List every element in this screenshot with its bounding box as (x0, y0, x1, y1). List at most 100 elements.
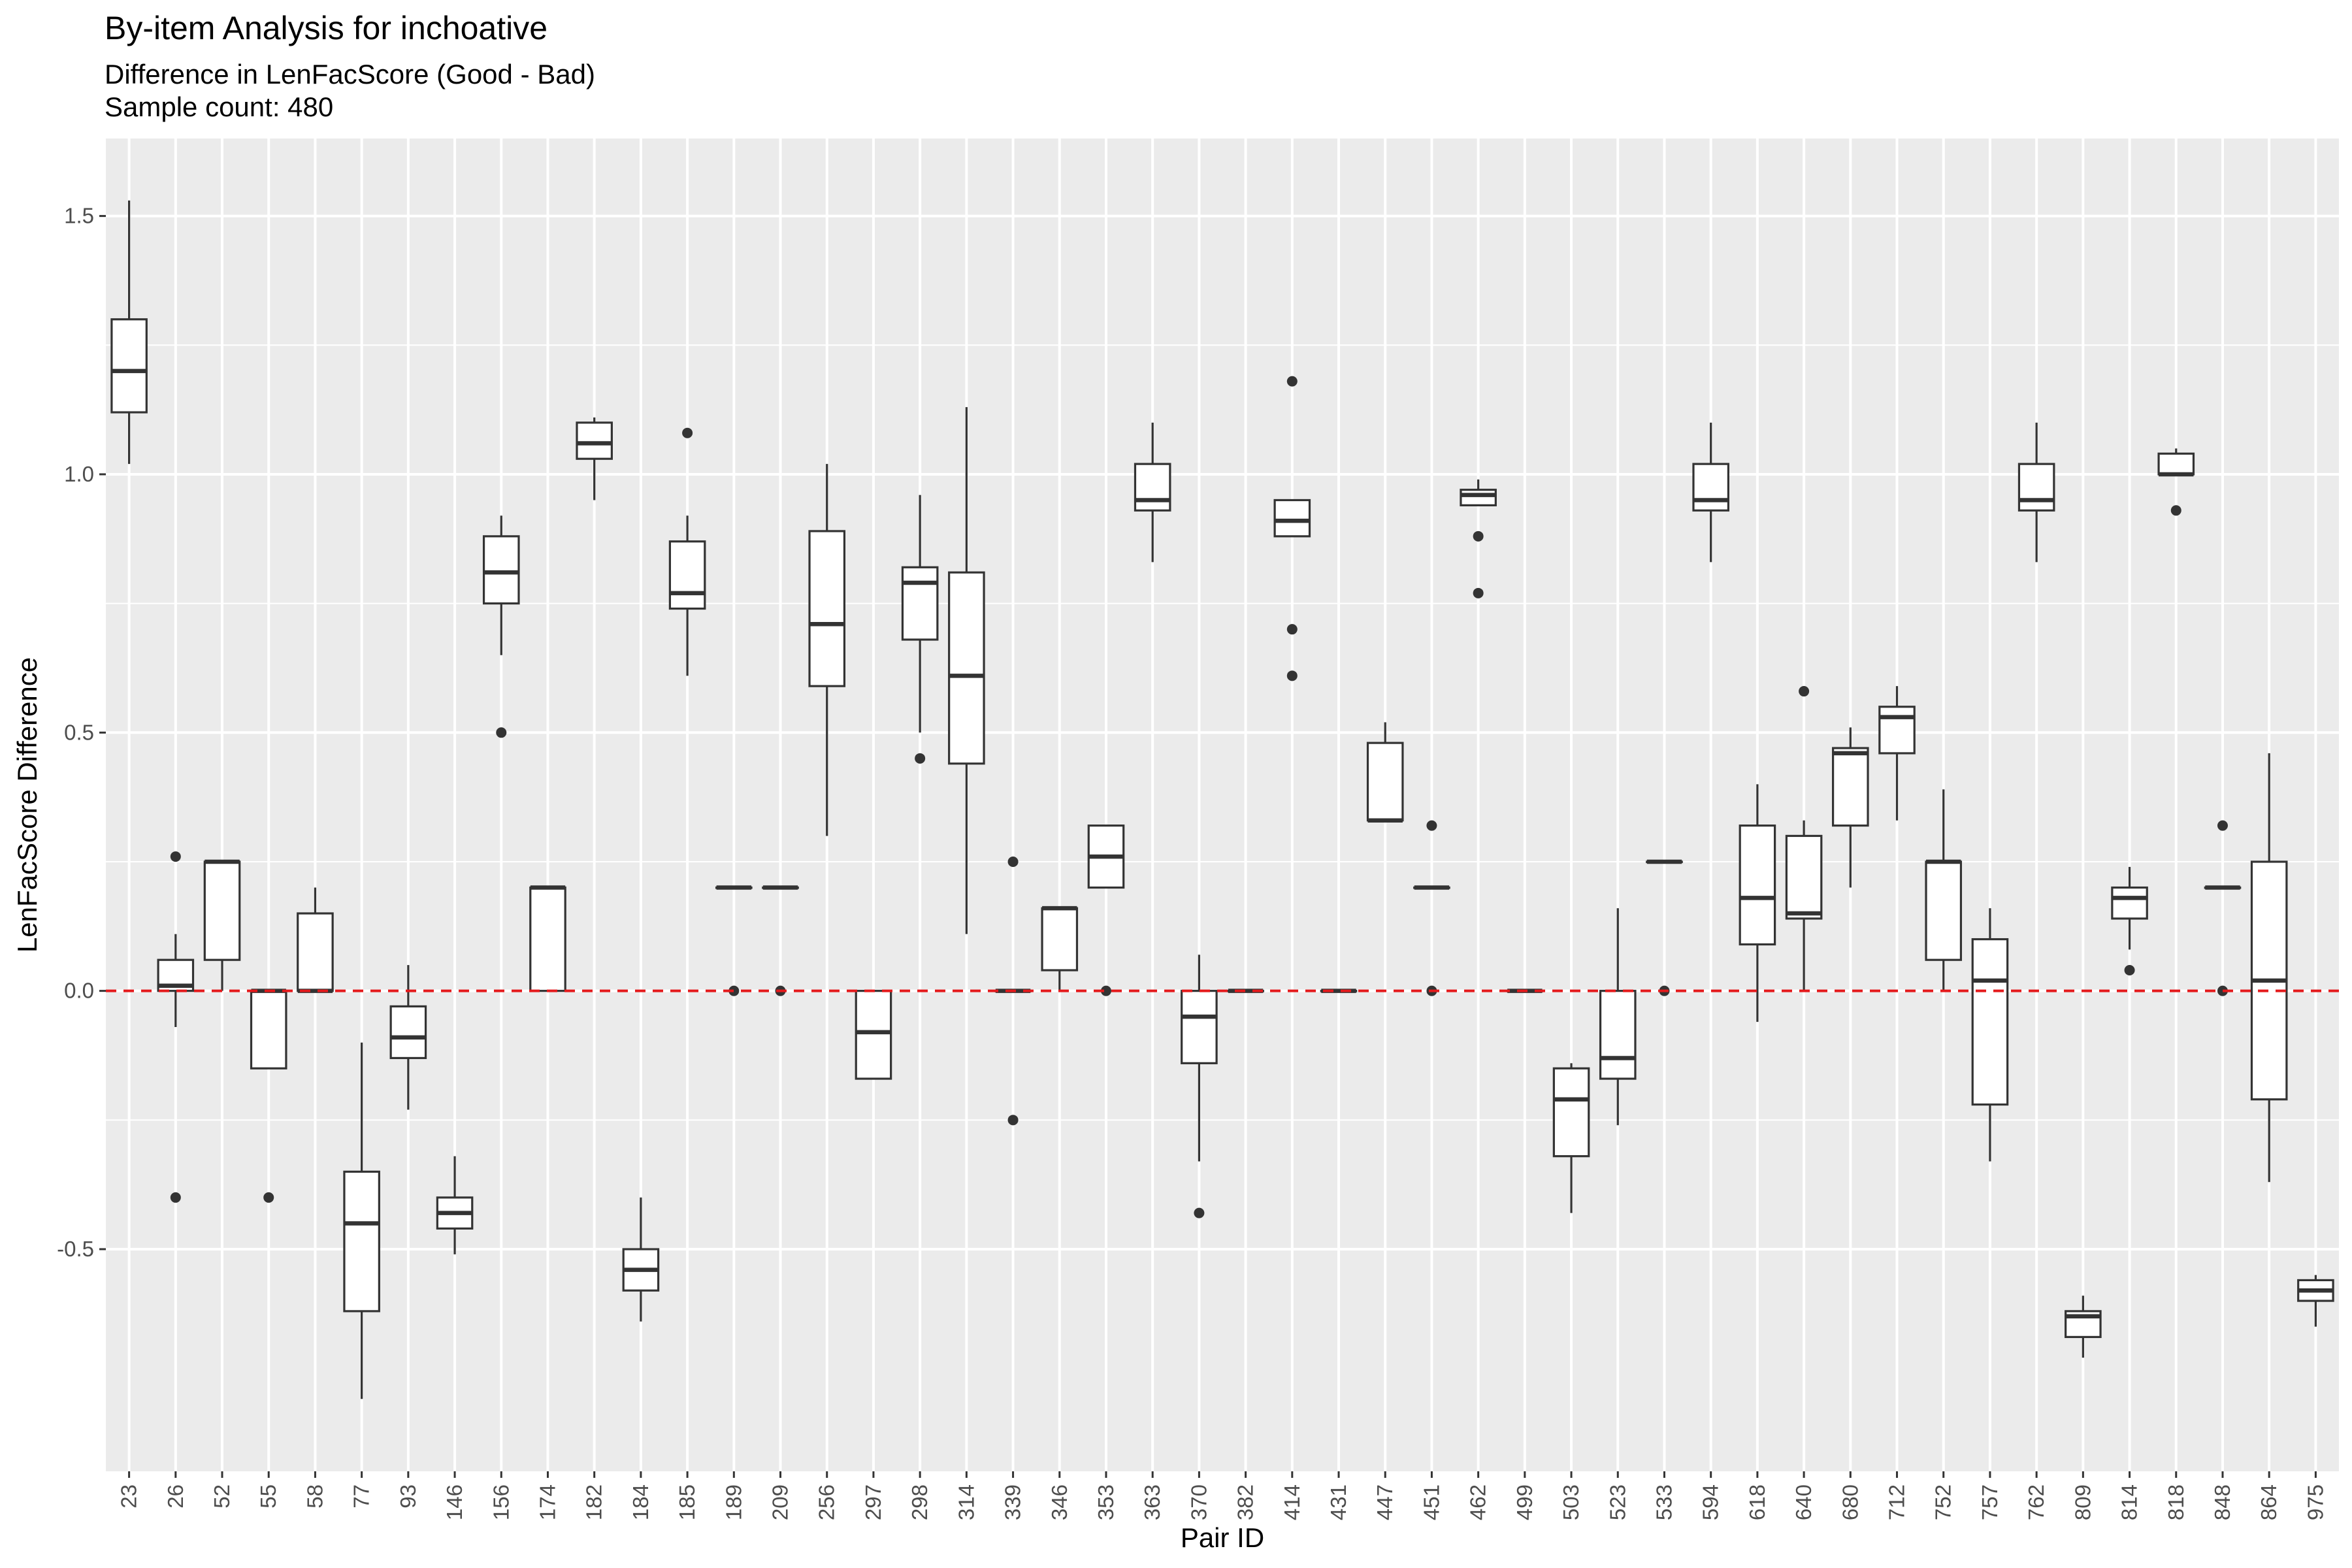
x-tick-label: 680 (1838, 1484, 1862, 1520)
box-iqr (343, 1170, 380, 1313)
box-iqr (1041, 907, 1079, 972)
boxplot-757 (1971, 908, 2009, 1162)
x-tick-label: 382 (1233, 1484, 1258, 1520)
box-iqr (1971, 938, 2009, 1106)
boxplot-451 (1413, 820, 1450, 996)
outlier-point (1473, 587, 1484, 598)
boxplot-23 (110, 200, 148, 465)
x-tick-label: 363 (1140, 1484, 1164, 1520)
outlier-point (496, 727, 507, 738)
y-tick-label: 1.0 (64, 462, 94, 486)
box-iqr (2157, 452, 2195, 476)
y-tick-label: 0.5 (64, 720, 94, 744)
boxplot-26 (157, 851, 195, 1203)
outlier-point (1799, 686, 1810, 697)
boxplots (110, 200, 2334, 1399)
boxplot-618 (1739, 784, 1776, 1022)
boxplot-864 (2250, 753, 2288, 1183)
x-tick-label: 353 (1094, 1484, 1118, 1520)
boxplot-93 (389, 965, 427, 1110)
x-tick-label: 618 (1745, 1484, 1769, 1520)
box-iqr (1692, 463, 1729, 512)
box-iqr (901, 566, 939, 641)
outlier-point (682, 427, 693, 438)
x-tick-label: 640 (1791, 1484, 1816, 1520)
boxplot-156 (482, 515, 520, 738)
y-axis: -0.5 0.0 0.5 1.0 1.5 (57, 204, 106, 1261)
x-tick-label: 809 (2070, 1484, 2095, 1520)
x-tick-label: 297 (861, 1484, 885, 1520)
boxplot-712 (1878, 686, 1916, 821)
box-iqr (576, 421, 613, 460)
outlier-point (915, 753, 926, 764)
outlier-point (2124, 965, 2135, 976)
y-tick-label: 0.0 (64, 979, 94, 1003)
outlier-point (1194, 1207, 1205, 1218)
x-tick-label: 503 (1559, 1484, 1583, 1520)
x-tick-label: 58 (302, 1484, 327, 1509)
outlier-point (1007, 1115, 1019, 1126)
x-tick-label: 93 (396, 1484, 420, 1509)
x-tick-label: 156 (489, 1484, 513, 1520)
box-iqr (1925, 860, 1963, 961)
x-tick-label: 26 (163, 1484, 188, 1509)
x-tick-label: 298 (907, 1484, 932, 1520)
outlier-point (1473, 531, 1484, 542)
boxplot-353 (1087, 825, 1125, 996)
x-axis-title: Pair ID (1181, 1522, 1264, 1553)
box-iqr (110, 318, 148, 414)
boxplot-363 (1134, 422, 1171, 563)
boxplot-680 (1832, 727, 1869, 888)
outlier-point (1100, 985, 1111, 996)
x-tick-label: 414 (1280, 1484, 1304, 1520)
boxplot-447 (1366, 722, 1404, 823)
x-tick-label: 346 (1047, 1484, 1071, 1520)
x-tick-label: 256 (815, 1484, 839, 1520)
box-iqr (529, 886, 566, 992)
x-tick-label: 752 (1931, 1484, 1955, 1520)
box-iqr (1366, 742, 1404, 822)
x-tick-label: 185 (675, 1484, 699, 1520)
outlier-point (170, 851, 181, 862)
minor-gridlines (106, 344, 2339, 1121)
y-axis-title: LenFacScore Difference (12, 657, 42, 953)
x-tick-label: 77 (350, 1484, 374, 1509)
box-iqr (297, 912, 334, 992)
x-tick-label: 594 (1699, 1484, 1723, 1520)
boxplot-762 (2017, 422, 2055, 563)
box-iqr (203, 860, 241, 961)
box-iqr (1181, 990, 1218, 1064)
x-tick-label: 339 (1001, 1484, 1025, 1520)
y-tick-label: -0.5 (57, 1237, 94, 1261)
x-tick-label: 523 (1605, 1484, 1629, 1520)
boxplot-462 (1460, 479, 1497, 598)
x-tick-label: 52 (210, 1484, 234, 1509)
chart-subtitle-line-2: Sample count: 480 (105, 91, 333, 122)
boxplot-58 (297, 887, 334, 993)
x-tick-label: 462 (1466, 1484, 1490, 1520)
box-iqr (2017, 463, 2055, 512)
outlier-point (263, 1192, 274, 1203)
outlier-point (728, 985, 740, 996)
boxplot-818 (2157, 448, 2195, 516)
boxplot-55 (250, 988, 287, 1203)
outlier-point (1286, 670, 1298, 681)
outlier-point (1426, 820, 1437, 831)
x-tick-label: 182 (582, 1484, 606, 1520)
x-tick-label: 814 (2117, 1484, 2142, 1520)
boxplot-848 (2204, 820, 2242, 996)
x-tick-label: 818 (2164, 1484, 2188, 1520)
chart-title: By-item Analysis for inchoative (105, 10, 547, 46)
box-iqr (482, 535, 520, 605)
outlier-point (1007, 856, 1019, 867)
boxplot-594 (1692, 422, 1729, 563)
x-tick-label: 370 (1186, 1484, 1211, 1520)
boxplot-640 (1785, 686, 1823, 991)
x-tick-label: 712 (1885, 1484, 1909, 1520)
boxplot-256 (808, 464, 846, 836)
boxplot-346 (1041, 906, 1079, 991)
box-iqr (1134, 463, 1171, 512)
outlier-point (2217, 820, 2228, 831)
x-tick-label: 975 (2303, 1484, 2327, 1520)
